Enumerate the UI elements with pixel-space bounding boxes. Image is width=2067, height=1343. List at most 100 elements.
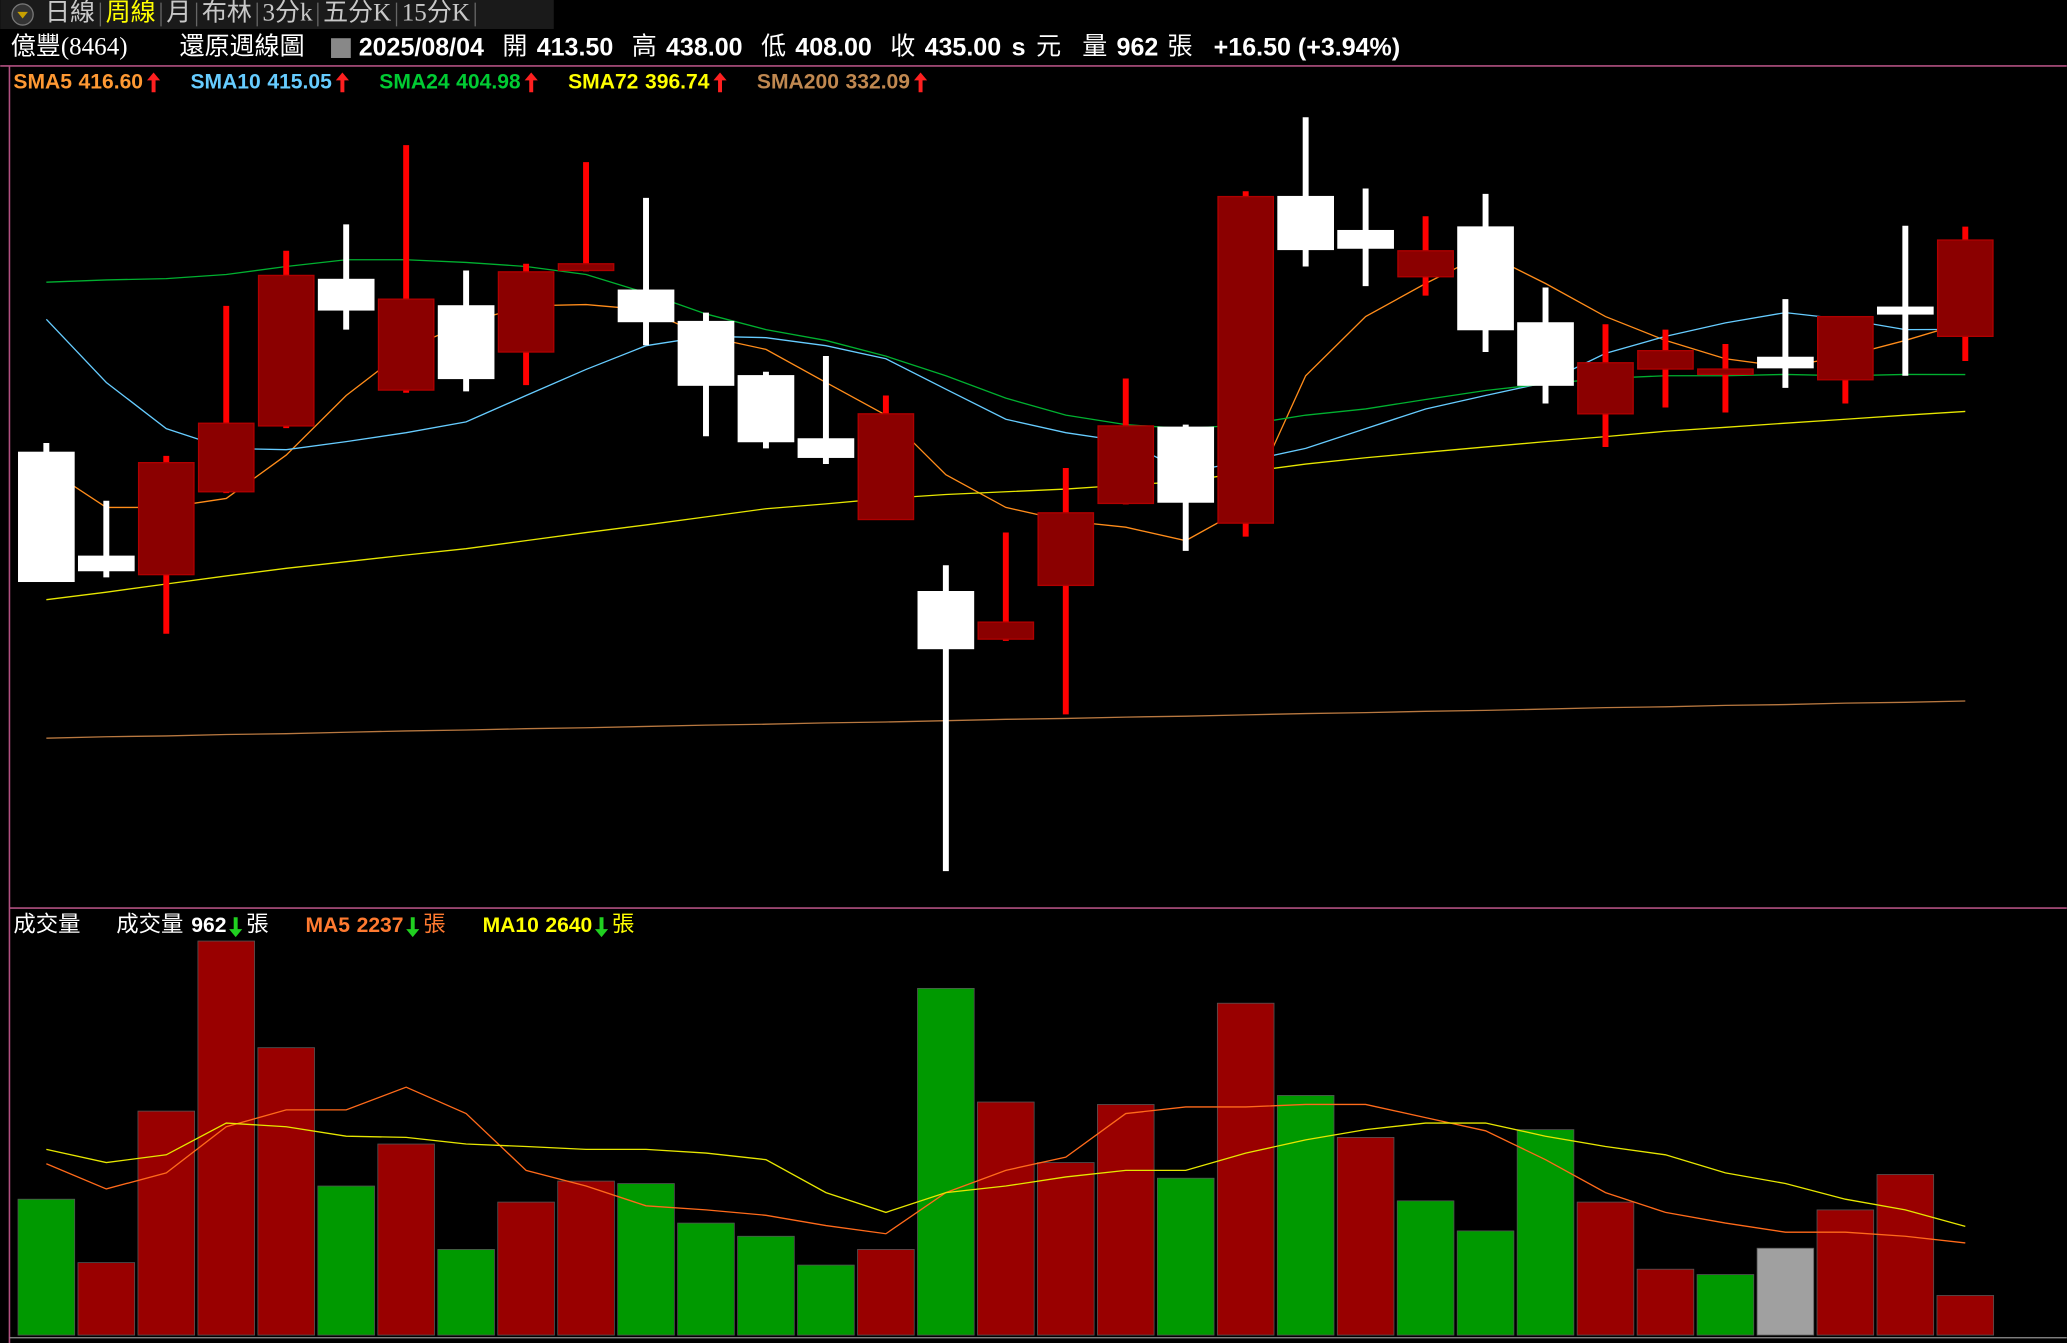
- legend-value: 415.05: [267, 71, 332, 94]
- sma-line: [45, 252, 1966, 542]
- candle-body: [377, 298, 435, 391]
- candle-body: [977, 621, 1035, 640]
- volume-bar: [377, 1143, 435, 1336]
- candle-body: [437, 305, 495, 380]
- tab[interactable]: 月: [166, 0, 191, 26]
- volume-bar: [137, 1110, 196, 1336]
- volume-bar: [677, 1222, 735, 1336]
- volume-bar: [857, 1249, 915, 1336]
- legend-value: 332.09: [846, 71, 910, 94]
- candle-body: [1697, 368, 1754, 376]
- legend-name: SMA72: [568, 71, 638, 94]
- candle-body: [1757, 356, 1814, 369]
- volume-bar: [1276, 1095, 1335, 1336]
- candle-body: [1817, 315, 1874, 381]
- volume-bar: [737, 1235, 795, 1336]
- volume-bar: [1636, 1268, 1695, 1336]
- volume-bar: [1456, 1230, 1515, 1336]
- volume-bar: [257, 1047, 315, 1336]
- candle-body: [917, 591, 975, 650]
- volume-bar: [77, 1262, 136, 1336]
- candle-body: [77, 555, 135, 572]
- tab[interactable]: 日線: [45, 0, 95, 26]
- tabs: 日線 周線月布林 3分k 五分K 15分K: [45, 0, 476, 27]
- volume-unit: 張: [1168, 34, 1193, 61]
- volume-bar: [197, 940, 255, 1336]
- candle-body: [797, 438, 855, 458]
- legend-name: 成交量: [116, 912, 183, 937]
- trend-arrow: [594, 917, 609, 938]
- volume-ma-line: [46, 1086, 1966, 1244]
- candle-body: [1637, 350, 1694, 370]
- trend-arrow: [335, 72, 349, 93]
- candle-body: [1457, 226, 1514, 331]
- trend-arrow: [146, 72, 161, 93]
- trend-arrow: [913, 72, 928, 93]
- tab[interactable]: 五分K: [323, 0, 391, 26]
- quote-value: 435.00: [925, 33, 1002, 61]
- currency: 元: [1036, 34, 1061, 61]
- legend-value: 2640: [545, 914, 592, 937]
- candle-body: [137, 461, 195, 576]
- candle-body: [497, 271, 555, 353]
- quote-label: 低: [761, 33, 786, 61]
- candle-body: [1037, 512, 1095, 587]
- volume-ma-line: [46, 1122, 1966, 1227]
- tab[interactable]: 布林: [202, 0, 252, 26]
- sma-line: [46, 259, 1966, 430]
- legend-value: 962: [191, 914, 226, 937]
- legend-name: SMA200: [757, 71, 839, 94]
- volume-bar: [1097, 1104, 1155, 1336]
- tab-bar: [0, 0, 554, 29]
- labels: 億豐(8464) 還原週線圖 2025/08/04 開 413.50 高 438.00 低 40…: [11, 33, 1400, 938]
- quote-label: 開: [502, 34, 527, 61]
- legend-unit: 張: [612, 912, 634, 937]
- trend-arrow: [229, 917, 243, 938]
- trend-arrow: [406, 917, 420, 938]
- candle-body: [1097, 425, 1155, 505]
- candle-body: [197, 422, 255, 493]
- volume-bar: [1876, 1174, 1935, 1336]
- legend-value: 416.60: [79, 71, 143, 94]
- quote-value: 438.00: [666, 33, 743, 61]
- date: 2025/08/04: [359, 33, 484, 61]
- candle-body: [1936, 239, 1994, 337]
- volume-bar: [617, 1183, 675, 1336]
- candle-body: [1277, 195, 1334, 251]
- volume-bar: [797, 1264, 855, 1336]
- candle-body: [1157, 426, 1215, 503]
- legend-value: 396.74: [645, 71, 710, 94]
- sma-line: [46, 410, 1966, 601]
- tab[interactable]: 15分K: [402, 0, 470, 26]
- legend-name: MA5: [306, 914, 351, 937]
- volume-bar: [1516, 1129, 1575, 1336]
- volume-bar: [1156, 1177, 1215, 1336]
- volume-bar: [557, 1180, 615, 1336]
- stock-name: 億豐(8464): [11, 33, 128, 61]
- candle-body: [1577, 362, 1634, 415]
- tab[interactable]: 周線: [106, 0, 156, 26]
- candle-body: [677, 320, 735, 386]
- volume-bar: [1696, 1274, 1755, 1336]
- tab[interactable]: 3分k: [262, 0, 313, 26]
- quote-label: 收: [890, 33, 915, 61]
- volume-bar: [17, 1198, 76, 1336]
- trend-arrow: [524, 72, 538, 93]
- dropdown-icon[interactable]: [331, 38, 351, 58]
- volume-bar: [1576, 1201, 1635, 1336]
- quote-suffix: s: [1012, 33, 1026, 61]
- volume-bar: [1216, 1002, 1275, 1336]
- sma-line: [45, 311, 1966, 473]
- legend-name: SMA10: [190, 71, 260, 94]
- candle-body: [1397, 250, 1454, 278]
- legend-name: SMA24: [379, 71, 450, 94]
- candle-body: [18, 451, 75, 583]
- volume-label: 量: [1082, 34, 1107, 61]
- plot-area: [17, 117, 1995, 1336]
- volume-bar: [977, 1101, 1035, 1336]
- volume-bar: [1936, 1295, 1995, 1336]
- volume-value: 962: [1117, 33, 1159, 61]
- legend-unit: 張: [246, 912, 268, 937]
- legend-unit: 張: [423, 912, 445, 937]
